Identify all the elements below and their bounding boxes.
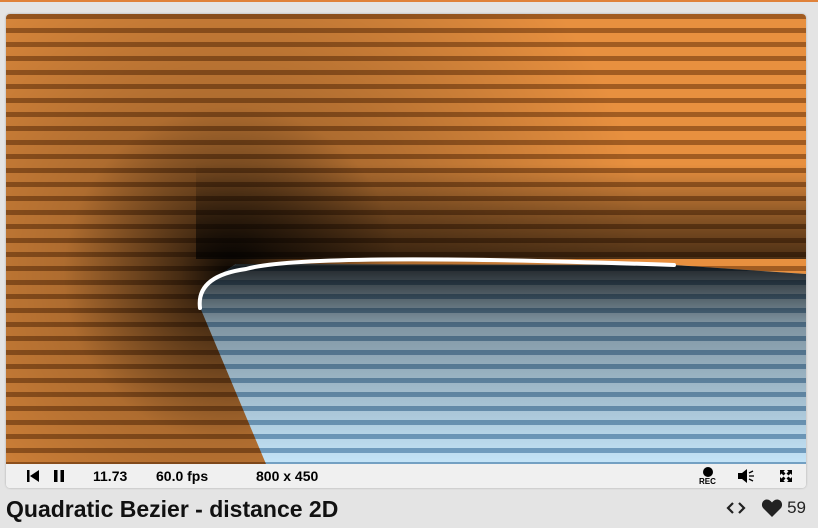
- heart-icon: [762, 499, 783, 517]
- shader-canvas[interactable]: [6, 14, 806, 464]
- fullscreen-icon: [780, 470, 792, 482]
- code-button[interactable]: [725, 500, 747, 516]
- volume-icon: [738, 469, 754, 483]
- player-controls: 11.73 60.0 fps 800 x 450 REC: [6, 464, 806, 488]
- record-icon: [703, 467, 713, 477]
- resolution-readout: 800 x 450: [256, 468, 319, 484]
- shader-player: 11.73 60.0 fps 800 x 450 REC: [6, 14, 806, 488]
- rewind-icon: [27, 470, 39, 482]
- time-readout: 11.73: [93, 468, 128, 484]
- top-accent-bar: [0, 0, 818, 2]
- pause-button[interactable]: [53, 464, 65, 488]
- code-icon: [726, 502, 746, 514]
- shader-meta: 59: [725, 498, 806, 518]
- record-button[interactable]: [702, 460, 714, 484]
- fps-readout: 60.0 fps: [156, 468, 209, 484]
- rewind-button[interactable]: [26, 464, 40, 488]
- shader-title: Quadratic Bezier - distance 2D: [6, 496, 339, 522]
- like-button[interactable]: 59: [761, 498, 806, 518]
- fullscreen-button[interactable]: [779, 464, 793, 488]
- record-label: REC: [699, 477, 716, 486]
- volume-button[interactable]: [737, 464, 755, 488]
- bezier-curve: [197, 257, 676, 310]
- pause-icon: [54, 470, 64, 482]
- like-count: 59: [787, 498, 806, 517]
